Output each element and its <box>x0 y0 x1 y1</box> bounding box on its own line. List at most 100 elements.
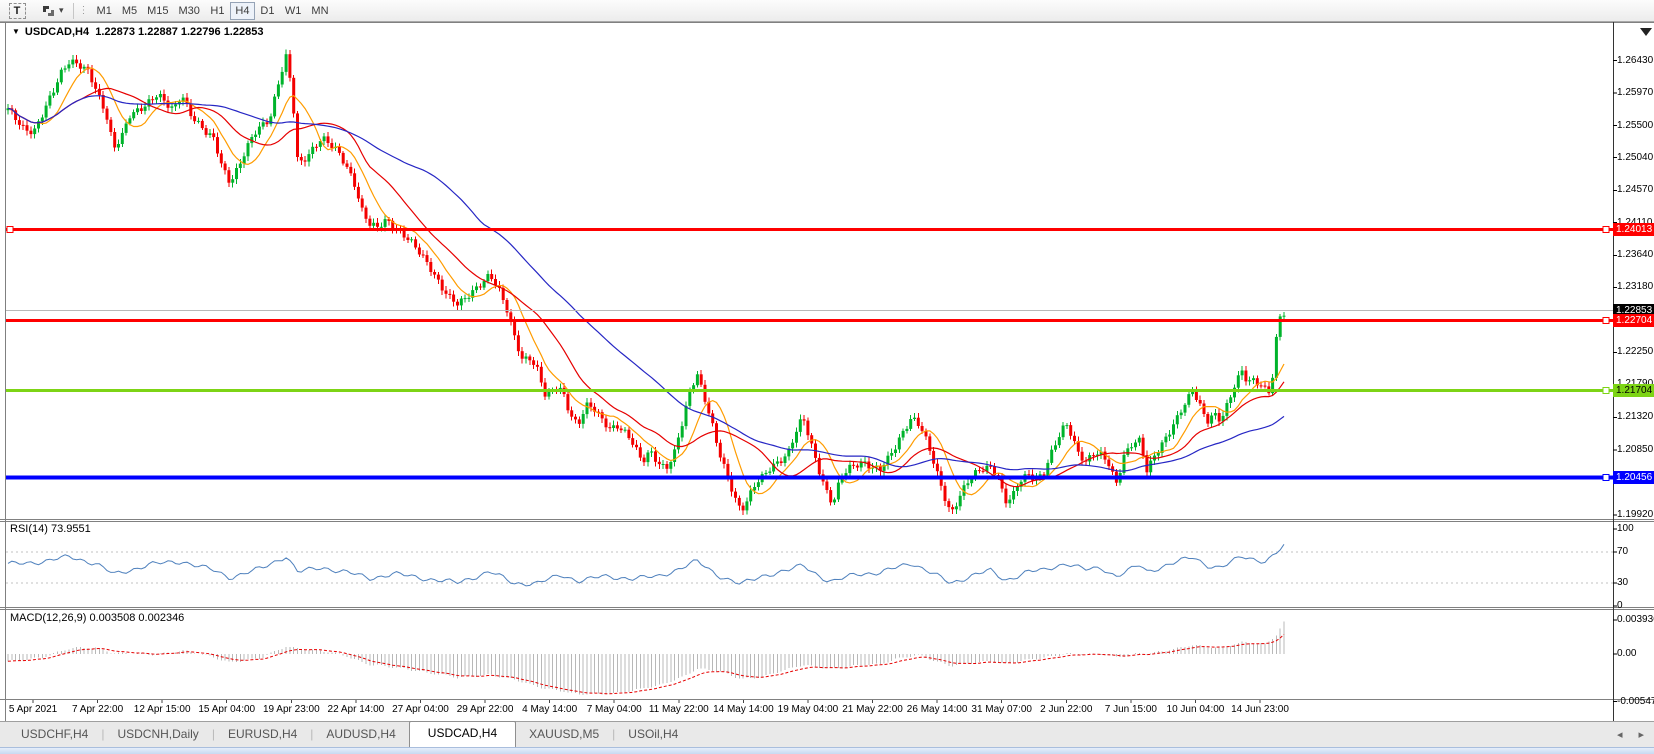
timeframe-button-m5[interactable]: M5 <box>117 2 142 20</box>
chart-tab-bar: USDCHF,H4 | USDCNH,Daily | EURUSD,H4 | AUDUSD,… <box>0 721 1654 747</box>
price-tick-label: 1.20850 <box>1617 444 1654 456</box>
level-price-badge: 1.24013 <box>1613 222 1654 236</box>
time-tick-label: 4 May 14:00 <box>522 704 578 715</box>
timeframe-button-m30[interactable]: M30 <box>174 2 205 20</box>
tab-separator: | <box>612 727 616 741</box>
time-tick-label: 14 Jun 23:00 <box>1231 704 1289 715</box>
price-tick-label: 1.21320 <box>1617 411 1654 423</box>
chart-title: ▼ USDCAD,H4 1.22873 1.22887 1.22796 1.228… <box>12 26 263 38</box>
macd-values: 0.003508 0.002346 <box>89 612 185 624</box>
macd-axis[interactable]: 0.003936 0.00 -0.00547 <box>1613 610 1654 707</box>
time-tick-label: 15 Apr 04:00 <box>198 704 256 715</box>
price-tick-label: 1.25040 <box>1617 151 1654 163</box>
price-tick-label: 1.25970 <box>1617 86 1654 98</box>
tab-scroll-arrows: ◂ ▸ <box>1617 728 1644 741</box>
time-tick-label: 2 Jun 22:00 <box>1040 704 1093 715</box>
level-handle[interactable] <box>1602 474 1610 482</box>
price-tick-label: 1.22250 <box>1617 346 1654 358</box>
macd-tick-label: 0.003936 <box>1617 613 1654 625</box>
time-tick-label: 10 Jun 04:00 <box>1166 704 1225 715</box>
time-tick-label: 27 Apr 04:00 <box>392 704 449 715</box>
price-tick-label: 1.24110 <box>1617 217 1652 228</box>
status-bar <box>0 747 1654 754</box>
chart-tab-usdcad[interactable]: USDCAD,H4 <box>408 721 517 747</box>
moving-average-line <box>7 67 1285 496</box>
chart-tab-usoil[interactable]: USOil,H4 <box>628 727 679 741</box>
level-handle[interactable] <box>1602 387 1610 394</box>
time-tick-label: 7 May 04:00 <box>586 704 642 715</box>
tab-separator: | <box>310 727 314 741</box>
rsi-tick-label: 0 <box>1617 600 1623 611</box>
rsi-axis[interactable]: 100 70 30 0 <box>1613 521 1654 611</box>
price-tick-label: 1.19920 <box>1617 508 1654 520</box>
rsi-line <box>7 544 1285 587</box>
rsi-tick-label: 70 <box>1617 546 1629 558</box>
time-tick-label: 22 Apr 14:00 <box>327 704 385 715</box>
time-tick-label: 7 Apr 22:00 <box>72 704 124 715</box>
macd-label: MACD(12,26,9) 0.003508 0.002346 <box>10 612 185 624</box>
chart-tab-eurusd[interactable]: EURUSD,H4 <box>227 727 298 741</box>
timeframe-button-m1[interactable]: M1 <box>92 2 117 20</box>
toolbar-grip[interactable]: ⋮ <box>78 5 89 16</box>
time-tick-label: 5 Apr 2021 <box>8 704 58 715</box>
moving-average-line <box>7 95 1285 472</box>
time-tick-label: 19 Apr 23:00 <box>262 704 320 715</box>
price-axis[interactable]: 1.26430 1.25970 1.25500 1.25040 1.24570 1.241… <box>1613 22 1654 521</box>
timeframe-button-m15[interactable]: M15 <box>142 2 173 20</box>
toolbar-separator <box>72 2 74 19</box>
text-tool-button[interactable]: T <box>5 2 29 20</box>
timeframe-button-h1[interactable]: H1 <box>205 2 230 20</box>
dropdown-caret-icon[interactable]: ▾ <box>59 5 64 15</box>
chart-tab-xauusd[interactable]: XAUUSD,M5 <box>529 727 600 741</box>
chart-symbol-label: USDCAD,H4 <box>24 26 90 38</box>
macd-tick-label: 0.00 <box>1617 648 1637 659</box>
level-price-badge: 1.21704 <box>1613 383 1654 397</box>
tab-separator: | <box>101 727 105 741</box>
current-price-badge: 1.22853 <box>1613 303 1654 317</box>
toolbar: T ▾ ⋮ M1 M5 M15 M30 H1 H4 D1 W1 MN <box>0 0 1654 22</box>
rsi-tick-label: 30 <box>1617 576 1629 588</box>
time-tick-label: 11 May 22:00 <box>648 704 709 715</box>
timeframe-button-mn[interactable]: MN <box>306 2 333 20</box>
text-tool-icon: T <box>8 2 26 19</box>
rsi-tick-label: 100 <box>1617 523 1634 534</box>
macd-signal-line <box>7 634 1285 695</box>
rsi-label: RSI(14) 73.9551 <box>10 523 91 535</box>
timeframe-button-w1[interactable]: W1 <box>280 2 307 20</box>
time-tick-label: 31 May 07:00 <box>971 704 1032 715</box>
level-handle[interactable] <box>1602 225 1610 233</box>
chart-ohlc-values: 1.22873 1.22887 1.22796 1.22853 <box>95 26 264 38</box>
time-tick-label: 14 May 14:00 <box>713 704 774 715</box>
time-axis[interactable]: 5 Apr 2021 7 Apr 22:00 12 Apr 15:00 15 Apr … <box>0 700 1654 721</box>
symbol-menu-icon[interactable]: ▼ <box>12 27 20 36</box>
time-tick-label: 19 May 04:00 <box>777 704 839 715</box>
time-tick-label: 21 May 22:00 <box>842 704 903 715</box>
price-tick-label: 1.25500 <box>1617 119 1654 131</box>
timeframe-button-h4[interactable]: H4 <box>229 1 255 20</box>
timeframe-toolbar: M1 M5 M15 M30 H1 H4 D1 W1 MN <box>92 1 334 20</box>
price-tick-label: 1.23640 <box>1617 249 1654 261</box>
level-handle[interactable] <box>1602 317 1610 325</box>
level-price-badge: 1.20456 <box>1613 471 1654 485</box>
time-tick-label: 7 Jun 15:00 <box>1104 704 1157 715</box>
price-tick-label: 1.26430 <box>1617 54 1654 66</box>
rsi-value: 73.9551 <box>50 523 91 535</box>
time-tick-label: 26 May 14:00 <box>906 704 968 715</box>
arrange-windows-icon[interactable] <box>41 4 56 18</box>
chart-shift-marker-icon[interactable] <box>1640 28 1652 36</box>
chart-tab-audusd[interactable]: AUDUSD,H4 <box>326 727 396 741</box>
chart-tab-usdcnh[interactable]: USDCNH,Daily <box>117 727 199 741</box>
time-tick-label: 29 Apr 22:00 <box>456 704 514 715</box>
moving-average-line <box>7 87 1285 488</box>
price-tick-label: 1.23180 <box>1617 281 1654 293</box>
tab-scroll-right-icon[interactable]: ▸ <box>1638 729 1644 741</box>
timeframe-button-d1[interactable]: D1 <box>255 2 280 20</box>
time-tick-label: 12 Apr 15:00 <box>133 704 191 715</box>
chart-tab-usdchf[interactable]: USDCHF,H4 <box>21 727 89 741</box>
level-handle[interactable] <box>6 225 14 233</box>
tab-separator: | <box>211 727 215 741</box>
tab-scroll-left-icon[interactable]: ◂ <box>1616 729 1623 741</box>
price-tick-label: 1.24570 <box>1617 184 1654 196</box>
